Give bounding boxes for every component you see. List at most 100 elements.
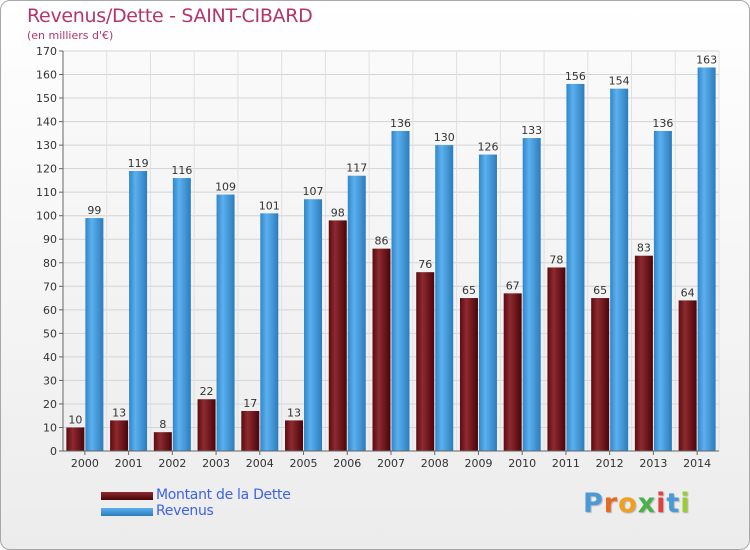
bar-dette bbox=[547, 267, 566, 451]
data-label-dette: 13 bbox=[112, 406, 126, 419]
chart-title: Revenus/Dette - SAINT-CIBARD bbox=[27, 5, 313, 27]
bar-revenus bbox=[522, 138, 541, 451]
bar-dette bbox=[197, 399, 216, 451]
x-tick-label: 2001 bbox=[115, 457, 143, 470]
x-tick-label: 2014 bbox=[683, 457, 711, 470]
bar-dette bbox=[328, 220, 347, 451]
data-label-revenus: 119 bbox=[128, 157, 149, 170]
y-tick-label: 150 bbox=[36, 92, 57, 105]
data-label-revenus: 99 bbox=[87, 204, 101, 217]
data-label-dette: 78 bbox=[549, 253, 563, 266]
legend-label-dette: Montant de la Dette bbox=[156, 487, 291, 503]
bar-dette bbox=[285, 420, 304, 451]
bar-revenus bbox=[216, 194, 235, 451]
y-tick-label: 40 bbox=[43, 351, 57, 364]
data-label-revenus: 133 bbox=[521, 124, 542, 137]
data-label-revenus: 163 bbox=[696, 53, 717, 66]
y-tick-label: 80 bbox=[43, 257, 57, 270]
legend-item-revenus: Revenus bbox=[101, 503, 361, 519]
bar-dette bbox=[634, 255, 653, 451]
data-label-revenus: 156 bbox=[565, 70, 586, 83]
y-tick-label: 50 bbox=[43, 327, 57, 340]
logo-letter: x bbox=[637, 488, 657, 519]
bar-dette bbox=[416, 272, 435, 451]
x-tick-label: 2012 bbox=[596, 457, 624, 470]
data-label-revenus: 136 bbox=[652, 117, 673, 130]
legend: Montant de la Dette Revenus bbox=[101, 487, 361, 519]
data-label-dette: 13 bbox=[287, 406, 301, 419]
legend-label-revenus: Revenus bbox=[156, 503, 214, 519]
x-tick-label: 2002 bbox=[158, 457, 186, 470]
y-tick-label: 20 bbox=[43, 398, 57, 411]
y-tick-label: 70 bbox=[43, 280, 57, 293]
bar-revenus bbox=[129, 171, 148, 451]
y-tick-label: 130 bbox=[36, 139, 57, 152]
x-tick-label: 2004 bbox=[246, 457, 274, 470]
chart-subtitle: (en milliers d'€) bbox=[27, 29, 114, 42]
y-tick-label: 60 bbox=[43, 304, 57, 317]
bar-dette bbox=[153, 432, 172, 451]
x-tick-label: 2008 bbox=[421, 457, 449, 470]
bar-revenus bbox=[172, 178, 191, 451]
bar-revenus bbox=[478, 154, 497, 451]
bar-dette bbox=[503, 293, 522, 451]
data-label-dette: 76 bbox=[418, 258, 432, 271]
bar-dette bbox=[678, 300, 697, 451]
logo-letter: t bbox=[666, 488, 681, 519]
bar-revenus bbox=[610, 88, 629, 451]
legend-swatch-dette bbox=[101, 492, 153, 500]
x-tick-label: 2013 bbox=[639, 457, 667, 470]
bar-dette bbox=[372, 248, 391, 451]
bar-dette bbox=[110, 420, 129, 451]
x-tick-label: 2010 bbox=[508, 457, 536, 470]
logo-letter: r bbox=[603, 488, 619, 519]
bar-revenus bbox=[260, 213, 279, 451]
data-label-revenus: 117 bbox=[346, 162, 367, 175]
legend-item-dette: Montant de la Dette bbox=[101, 487, 361, 503]
bar-revenus bbox=[304, 199, 323, 451]
data-label-dette: 64 bbox=[681, 286, 695, 299]
proxiti-logo: Proxiti bbox=[583, 488, 691, 519]
data-label-dette: 17 bbox=[243, 397, 257, 410]
data-label-dette: 67 bbox=[506, 279, 520, 292]
bar-dette bbox=[459, 298, 478, 451]
legend-swatch-revenus bbox=[101, 508, 153, 516]
y-tick-label: 0 bbox=[50, 445, 57, 458]
data-label-revenus: 126 bbox=[477, 141, 498, 154]
bar-dette bbox=[591, 298, 610, 451]
data-label-revenus: 101 bbox=[259, 199, 280, 212]
data-label-dette: 65 bbox=[462, 284, 476, 297]
data-label-dette: 65 bbox=[593, 284, 607, 297]
plot-background bbox=[63, 51, 719, 451]
y-tick-label: 90 bbox=[43, 233, 57, 246]
y-tick-label: 120 bbox=[36, 163, 57, 176]
y-tick-label: 100 bbox=[36, 210, 57, 223]
bar-revenus bbox=[697, 67, 716, 452]
data-label-dette: 86 bbox=[375, 235, 389, 248]
data-label-dette: 98 bbox=[331, 206, 345, 219]
bar-revenus bbox=[566, 83, 585, 452]
data-label-revenus: 154 bbox=[609, 75, 630, 88]
data-label-dette: 83 bbox=[637, 242, 651, 255]
bar-dette bbox=[66, 427, 85, 451]
bar-revenus bbox=[85, 218, 104, 451]
data-label-revenus: 136 bbox=[390, 117, 411, 130]
x-tick-label: 2000 bbox=[71, 457, 99, 470]
y-tick-label: 10 bbox=[43, 421, 57, 434]
data-label-dette: 10 bbox=[68, 413, 82, 426]
x-tick-label: 2005 bbox=[290, 457, 318, 470]
y-tick-label: 30 bbox=[43, 374, 57, 387]
logo-letter: i bbox=[680, 488, 691, 519]
logo-letter: i bbox=[656, 488, 667, 519]
bar-dette bbox=[241, 411, 260, 451]
logo-letter: P bbox=[583, 488, 604, 519]
x-tick-label: 2011 bbox=[552, 457, 580, 470]
data-label-revenus: 116 bbox=[171, 164, 192, 177]
data-label-dette: 8 bbox=[159, 418, 166, 431]
bar-revenus bbox=[435, 145, 454, 451]
x-tick-label: 2007 bbox=[377, 457, 405, 470]
y-tick-label: 140 bbox=[36, 116, 57, 129]
x-tick-label: 2009 bbox=[464, 457, 492, 470]
